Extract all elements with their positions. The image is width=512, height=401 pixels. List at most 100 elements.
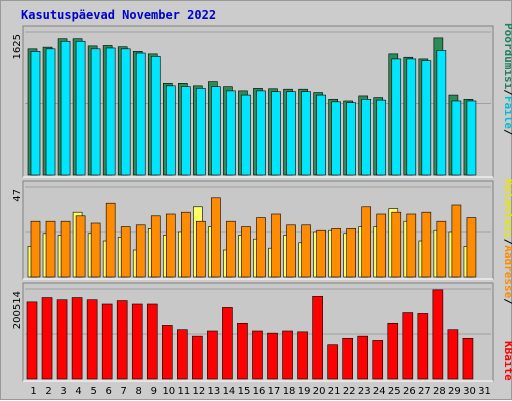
bar-aadresse-16 [256,217,266,278]
bar-faile-3 [60,40,71,176]
bar-kbaite-3 [56,299,68,380]
x-tick-label: 19 [298,386,311,397]
x-tick-label: 23 [358,386,371,397]
x-tick-label: 3 [60,386,66,397]
x-tick-label: 16 [253,386,266,397]
bar-faile-9 [150,56,161,176]
bar-kbaite-27 [417,313,429,380]
panel-sites-kbytes-visits: 47 [12,180,494,280]
bar-aadresse-8 [135,224,146,278]
bar-aadresse-4 [75,215,86,278]
bar-aadresse-12 [196,220,206,278]
bar-faile-11 [181,86,191,176]
bar-aadresse-29 [451,204,462,278]
bar-aadresse-21 [331,228,341,278]
bar-kbaite-18 [282,330,293,380]
legend-entry: Faile [502,96,512,129]
bar-faile-30 [466,100,477,176]
x-tick-label: 21 [328,386,341,397]
bar-faile-7 [120,48,131,176]
bar-kbaite-29 [447,329,459,380]
bar-kbaite-10 [161,325,173,380]
x-tick-label: 31 [478,386,491,397]
bar-kbaite-21 [327,344,338,380]
bar-kbaite-24 [372,340,384,380]
bar-kbaite-8 [131,303,143,380]
bar-kbaite-25 [387,322,399,380]
bar-aadresse-27 [421,211,432,278]
x-tick-label: 7 [121,386,127,397]
legend: Pöördumisi/Faile/Külastusi/Aadresse/KBai… [502,23,512,381]
bar-faile-13 [211,86,221,176]
x-tick-label: 15 [238,386,251,397]
legend-entry: Aadresse [502,245,512,298]
y-max-label: 47 [12,189,23,202]
bar-faile-28 [436,50,447,176]
bar-faile-18 [286,91,296,176]
bar-kbaite-23 [357,335,369,380]
bar-aadresse-6 [105,202,116,278]
bar-kbaite-22 [342,337,353,380]
bar-faile-6 [105,47,116,176]
bar-aadresse-20 [316,229,326,278]
bar-aadresse-17 [271,213,281,278]
bar-aadresse-11 [181,211,191,278]
x-tick-label: 6 [105,386,111,397]
panel-kbytes: 200514 [12,282,494,382]
bar-kbaite-4 [71,297,83,380]
bar-faile-10 [165,85,176,176]
bar-aadresse-13 [211,197,221,278]
legend-entry: / [502,129,512,136]
bar-faile-15 [241,94,251,176]
bar-aadresse-24 [376,213,387,278]
bar-kbaite-20 [312,295,323,380]
bar-kbaite-26 [402,312,414,380]
bar-aadresse-23 [361,206,372,278]
legend-hits-files-pages: Pöördumisi/Faile/ [502,23,512,136]
bar-aadresse-2 [45,220,56,278]
bar-kbaite-16 [252,330,263,380]
bar-aadresse-14 [226,220,236,278]
x-tick-label: 13 [208,386,221,397]
bar-kbaite-9 [146,303,158,380]
bar-faile-24 [376,99,387,176]
bar-kbaite-7 [116,300,128,380]
bar-aadresse-22 [346,228,356,278]
legend-entry: / [502,89,512,96]
bar-faile-26 [406,58,417,176]
bar-faile-1 [30,51,41,176]
x-tick-label: 26 [403,386,416,397]
bar-faile-23 [361,98,372,176]
x-tick-label: 22 [343,386,356,397]
bar-kbaite-1 [26,301,38,380]
legend-entry: Pöördumisi [502,23,512,90]
bar-faile-21 [331,101,341,176]
x-tick-label: 11 [177,386,190,397]
legend-entry: / [502,298,512,305]
bar-aadresse-19 [301,224,311,278]
bar-faile-27 [421,60,432,176]
bar-faile-16 [256,90,266,176]
bar-faile-22 [346,102,356,176]
bar-faile-14 [226,90,236,176]
x-tick-label: 12 [193,386,206,397]
bar-aadresse-10 [165,213,176,278]
x-tick-label: 9 [151,386,157,397]
bar-kbaite-15 [237,322,248,380]
bar-kbaite-12 [192,335,203,380]
bar-aadresse-7 [120,226,131,278]
bar-kbaite-14 [222,307,233,380]
x-tick-label: 8 [136,386,142,397]
bar-kbaite-11 [177,329,188,380]
bar-aadresse-9 [150,215,161,278]
x-tick-label: 18 [283,386,296,397]
bar-faile-17 [271,91,281,176]
x-tick-label: 2 [45,386,51,397]
bar-kbaite-6 [101,303,113,380]
bar-aadresse-25 [391,211,402,278]
bar-aadresse-3 [60,220,71,278]
bar-faile-20 [316,94,326,176]
bar-faile-5 [90,48,101,176]
bar-faile-2 [45,48,56,176]
